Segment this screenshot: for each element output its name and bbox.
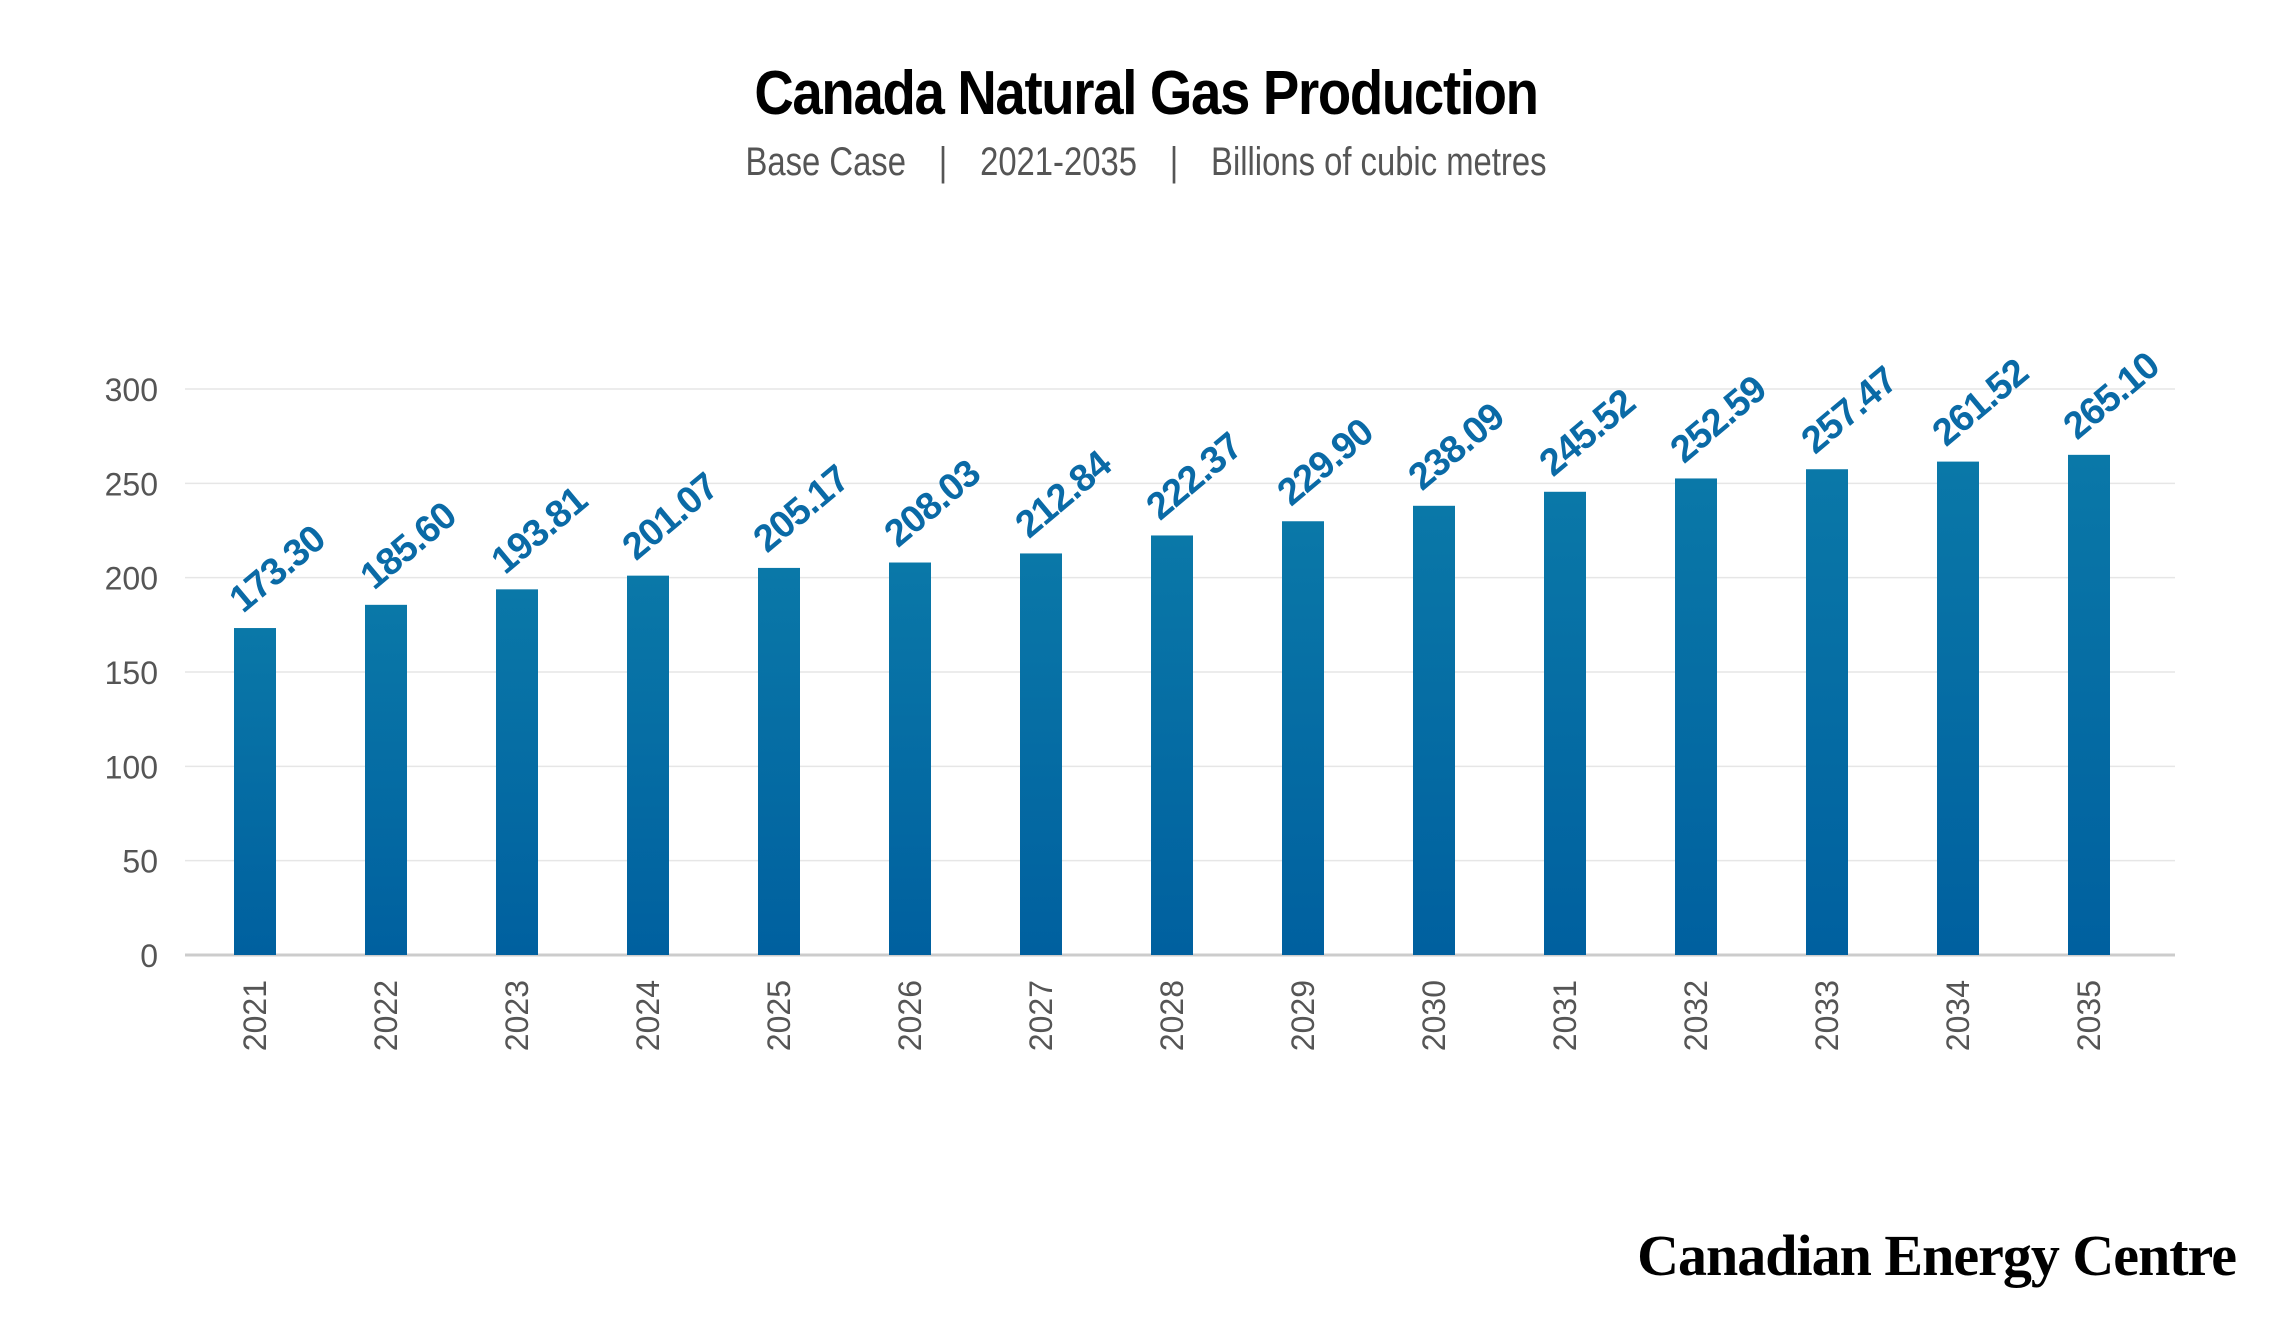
data-label: 245.52 [1532,382,1643,485]
subtitle-period: 2021-2035 [980,140,1137,184]
bar [496,589,538,955]
x-tick-label: 2021 [237,980,273,1051]
subtitle-units: Billions of cubic metres [1211,140,1547,184]
subtitle-separator: | [1169,140,1179,184]
x-tick-label: 2026 [892,980,928,1051]
x-tick-label: 2024 [630,980,666,1051]
data-label: 173.30 [222,518,333,621]
y-tick-label: 100 [105,749,158,785]
x-axis: 2021 2022 2023 2024 2025 2026 2027 2028 2029 2030… [237,980,2107,1051]
x-tick-label: 2034 [1940,980,1976,1051]
data-label: 265.10 [2056,345,2167,448]
bar [1151,535,1193,955]
bar [1675,478,1717,955]
data-label: 252.59 [1663,368,1774,471]
x-tick-label: 2032 [1678,980,1714,1051]
x-tick-label: 2029 [1285,980,1321,1051]
data-label: 193.81 [484,479,596,583]
x-tick-label: 2030 [1416,980,1452,1051]
data-label: 208.03 [877,452,988,555]
y-tick-label: 50 [122,844,158,880]
bar [1413,505,1455,955]
data-label: 261.52 [1925,351,2036,454]
bar [627,575,669,955]
bar [1020,553,1062,955]
brand-logo: Canadian Energy Centre [1637,1223,2237,1288]
chart-subtitle: Base Case | 2021-2035 | Billions of cubic me… [206,140,2085,185]
bar [758,567,800,955]
bar [1806,469,1848,955]
x-tick-label: 2022 [368,980,404,1051]
chart-title: Canada Natural Gas Production [754,59,1539,128]
bar [1544,491,1586,955]
x-tick-label: 2035 [2071,980,2107,1051]
subtitle-scenario: Base Case [745,140,906,184]
subtitle-separator: | [938,140,948,184]
x-tick-label: 2033 [1809,980,1845,1051]
data-label: 257.47 [1794,359,1905,462]
data-label: 222.37 [1139,425,1250,528]
y-axis: 0 50 100 150 200 250 300 [105,372,158,974]
data-label: 201.07 [615,466,726,569]
bars [234,454,2110,955]
y-tick-label: 200 [105,561,158,597]
y-tick-label: 250 [105,466,158,502]
bar [234,628,276,955]
bar [889,562,931,955]
x-tick-label: 2031 [1547,980,1583,1051]
data-label: 212.84 [1008,443,1120,547]
data-label: 205.17 [746,458,857,561]
data-label: 229.90 [1270,411,1381,514]
x-tick-label: 2027 [1023,980,1059,1051]
bar [1282,521,1324,955]
y-tick-label: 0 [140,938,158,974]
bar [365,604,407,955]
bar [1937,461,1979,955]
x-tick-label: 2025 [761,980,797,1051]
y-tick-label: 300 [105,372,158,408]
x-tick-label: 2028 [1154,980,1190,1051]
data-label: 185.60 [353,495,464,598]
y-tick-label: 150 [105,655,158,691]
bar [2068,454,2110,955]
x-tick-label: 2023 [499,980,535,1051]
